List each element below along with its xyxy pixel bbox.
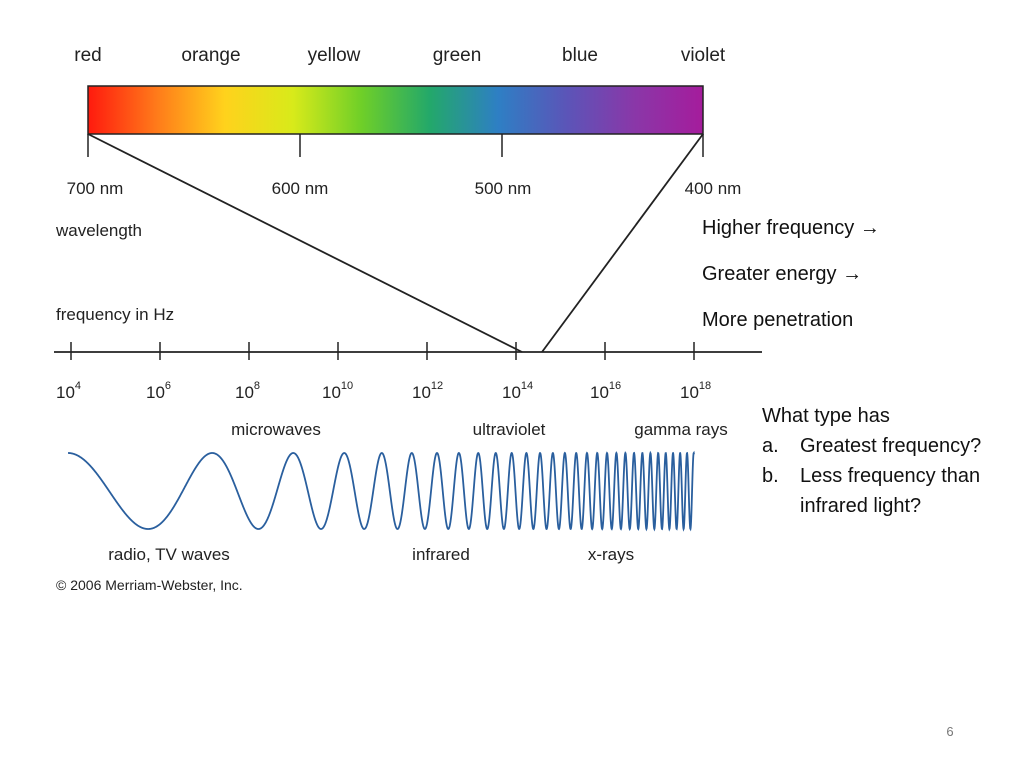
freq-label-16: 1016	[590, 380, 621, 402]
freq-label-14: 1014	[502, 380, 533, 402]
slide-number: 6	[946, 724, 954, 739]
color-label-violet: violet	[681, 45, 726, 66]
band-labels-top: microwaves ultraviolet gamma rays	[231, 420, 728, 439]
band-label-infrared: infrared	[412, 545, 470, 564]
note-more-penetration: More penetration	[702, 309, 854, 331]
frequency-axis-title: frequency in Hz	[56, 305, 174, 324]
question-marker-a: a.	[762, 435, 779, 457]
nm-label-400: 400 nm	[685, 179, 742, 198]
band-label-gamma-rays: gamma rays	[634, 420, 728, 439]
question-marker-b: b.	[762, 465, 779, 487]
note-greater-energy: Greater energy →	[702, 263, 863, 285]
band-label-ultraviolet: ultraviolet	[473, 420, 546, 439]
copyright-notice: © 2006 Merriam-Webster, Inc.	[56, 577, 243, 593]
visible-band-projection	[87, 133, 704, 353]
color-labels: red orange yellow green blue violet	[74, 45, 726, 66]
freq-label-12: 1012	[412, 380, 443, 402]
question-item-a: a. Greatest frequency?	[762, 431, 1024, 461]
question-title: What type has	[762, 405, 890, 427]
wavelength-label: wavelength	[55, 221, 142, 240]
wavelength-ticks	[87, 134, 704, 157]
frequency-ticks	[70, 342, 695, 360]
color-label-blue: blue	[562, 45, 598, 66]
band-label-microwaves: microwaves	[231, 420, 321, 439]
trend-notes: Higher frequency → Greater energy → More…	[702, 205, 1002, 343]
freq-label-4: 104	[56, 380, 81, 402]
question-text-a: Greatest frequency?	[800, 435, 982, 457]
nm-labels: 700 nm 600 nm 500 nm 400 nm	[67, 179, 742, 198]
frequency-tick-labels: 104 106 108 1010 1012 1014 1016 1018	[56, 380, 711, 402]
freq-label-18: 1018	[680, 380, 711, 402]
band-labels-bottom: radio, TV waves infrared x-rays	[108, 545, 634, 564]
band-label-radio-tv: radio, TV waves	[108, 545, 230, 564]
band-label-x-rays: x-rays	[588, 545, 634, 564]
projection-line-red	[87, 133, 523, 353]
color-label-red: red	[74, 45, 101, 66]
color-label-orange: orange	[181, 45, 240, 66]
nm-label-500: 500 nm	[475, 179, 532, 198]
nm-label-600: 600 nm	[272, 179, 329, 198]
nm-label-700: 700 nm	[67, 179, 124, 198]
note-higher-frequency: Higher frequency →	[702, 217, 880, 239]
em-wave	[68, 450, 695, 532]
visible-spectrum-bar	[87, 85, 704, 135]
freq-label-6: 106	[146, 380, 171, 402]
question-block: What type has a. Greatest frequency? b. …	[762, 401, 1024, 521]
freq-label-8: 108	[235, 380, 260, 402]
question-text-b: Less frequency than infrared light?	[800, 465, 981, 517]
color-label-yellow: yellow	[308, 45, 361, 66]
freq-label-10: 1010	[322, 380, 353, 402]
color-label-green: green	[433, 45, 482, 66]
projection-line-violet	[541, 133, 704, 353]
question-item-b: b. Less frequency than infrared light?	[762, 461, 1024, 521]
